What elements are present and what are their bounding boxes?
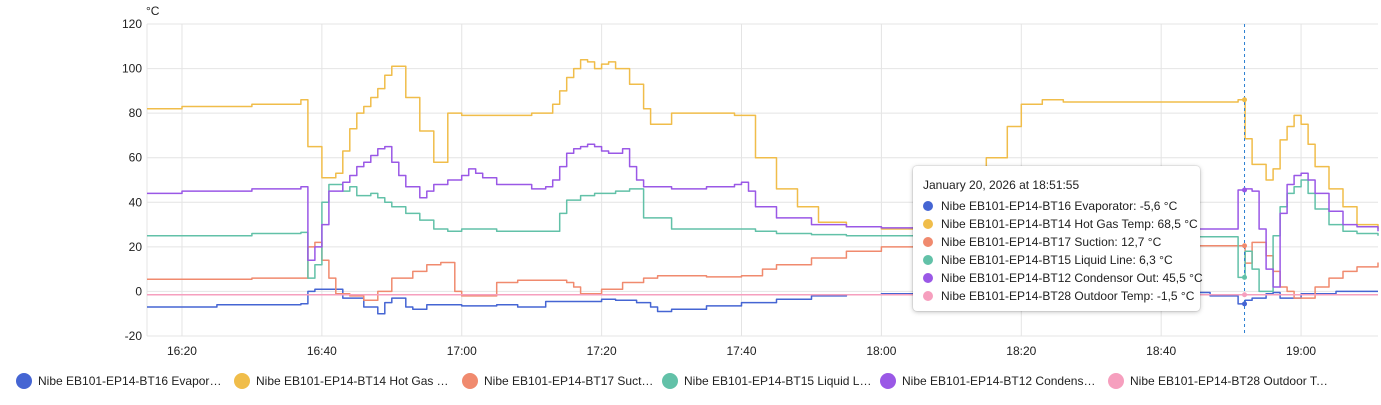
legend: Nibe EB101-EP14-BT16 Evaporator Nibe EB1… <box>16 370 1338 392</box>
series-dot-icon <box>923 255 933 265</box>
series-line-1[interactable] <box>147 58 1379 233</box>
x-tick-label: 16:20 <box>167 344 197 358</box>
cursor-dots <box>1242 97 1248 307</box>
series-dot-icon <box>923 201 933 211</box>
cursor-dot-3 <box>1242 274 1248 280</box>
cursor-dot-4 <box>1242 187 1248 193</box>
tooltip-row-label: Nibe EB101-EP14-BT14 Hot Gas Temp: 68,5 … <box>941 217 1198 231</box>
legend-item-outdoor-temp[interactable]: Nibe EB101-EP14-BT28 Outdoor Te... <box>1108 373 1338 389</box>
legend-label: Nibe EB101-EP14-BT17 Suction <box>484 374 654 388</box>
x-tick-label: 18:00 <box>866 344 896 358</box>
tooltip-row-label: Nibe EB101-EP14-BT12 Condensor Out: 45,5… <box>941 271 1203 285</box>
legend-item-condensor-out[interactable]: Nibe EB101-EP14-BT12 Condensor... <box>880 373 1108 389</box>
series-line-3[interactable] <box>147 179 1379 293</box>
legend-label: Nibe EB101-EP14-BT15 Liquid Line <box>684 374 872 388</box>
y-tick-label: 40 <box>129 195 143 209</box>
legend-swatch-icon <box>662 373 678 389</box>
tooltip-row-outdoor-temp: Nibe EB101-EP14-BT28 Outdoor Temp: -1,5 … <box>923 287 1194 305</box>
axes: -20 0 20 40 60 80 100 120 16:20 16:40 17:00 17:20 17… <box>122 17 1316 358</box>
tooltip-row-liquid-line: Nibe EB101-EP14-BT15 Liquid Line: 6,3 °C <box>923 251 1190 269</box>
legend-item-suction[interactable]: Nibe EB101-EP14-BT17 Suction <box>462 373 662 389</box>
line-chart: -20 0 20 40 60 80 100 120 16:20 16:40 17:00 17:20 17… <box>122 4 1379 358</box>
legend-swatch-icon <box>1108 373 1124 389</box>
y-tick-label: 120 <box>122 17 142 31</box>
legend-swatch-icon <box>462 373 478 389</box>
legend-item-hot-gas[interactable]: Nibe EB101-EP14-BT14 Hot Gas Te... <box>234 373 462 389</box>
tooltip-row-condensor-out: Nibe EB101-EP14-BT12 Condensor Out: 45,5… <box>923 269 1203 287</box>
x-tick-label: 17:00 <box>447 344 477 358</box>
y-axis-unit: °C <box>146 4 160 18</box>
tooltip-row-evaporator: Nibe EB101-EP14-BT16 Evaporator: -5,6 °C <box>923 197 1190 215</box>
cursor-dot-1 <box>1242 97 1248 103</box>
y-tick-label: 80 <box>129 106 143 120</box>
cursor-dot-2 <box>1242 243 1248 249</box>
series-lines[interactable] <box>147 58 1379 315</box>
y-tick-label: -20 <box>125 329 143 343</box>
tooltip-row-label: Nibe EB101-EP14-BT15 Liquid Line: 6,3 °C <box>941 253 1173 267</box>
tooltip-title: January 20, 2026 at 18:51:55 <box>923 178 1080 192</box>
cursor-dot-0 <box>1242 301 1248 307</box>
y-tick-label: 20 <box>129 240 143 254</box>
tooltip-row-label: Nibe EB101-EP14-BT17 Suction: 12,7 °C <box>941 235 1162 249</box>
tooltip-row-suction: Nibe EB101-EP14-BT17 Suction: 12,7 °C <box>923 233 1190 251</box>
series-dot-icon <box>923 219 933 229</box>
series-line-2[interactable] <box>147 241 1379 302</box>
series-dot-icon <box>923 273 933 283</box>
legend-label: Nibe EB101-EP14-BT12 Condensor... <box>902 374 1100 388</box>
tooltip-row-hot-gas: Nibe EB101-EP14-BT14 Hot Gas Temp: 68,5 … <box>923 215 1198 233</box>
x-tick-label: 17:40 <box>727 344 757 358</box>
legend-label: Nibe EB101-EP14-BT16 Evaporator <box>38 374 226 388</box>
x-tick-label: 19:00 <box>1286 344 1316 358</box>
series-dot-icon <box>923 237 933 247</box>
legend-item-evaporator[interactable]: Nibe EB101-EP14-BT16 Evaporator <box>16 373 234 389</box>
series-dot-icon <box>923 291 933 301</box>
legend-label: Nibe EB101-EP14-BT28 Outdoor Te... <box>1130 374 1330 388</box>
cursor-dot-5 <box>1242 292 1248 298</box>
x-tick-label: 17:20 <box>587 344 617 358</box>
tooltip: January 20, 2026 at 18:51:55 Nibe EB101-… <box>913 166 1203 311</box>
legend-swatch-icon <box>234 373 250 389</box>
legend-item-liquid-line[interactable]: Nibe EB101-EP14-BT15 Liquid Line <box>662 373 880 389</box>
legend-swatch-icon <box>16 373 32 389</box>
y-tick-label: 60 <box>129 151 143 165</box>
x-tick-label: 18:20 <box>1006 344 1036 358</box>
y-tick-label: 100 <box>122 62 142 76</box>
tooltip-row-label: Nibe EB101-EP14-BT28 Outdoor Temp: -1,5 … <box>941 289 1195 303</box>
tooltip-row-label: Nibe EB101-EP14-BT16 Evaporator: -5,6 °C <box>941 199 1178 213</box>
legend-swatch-icon <box>880 373 896 389</box>
legend-label: Nibe EB101-EP14-BT14 Hot Gas Te... <box>256 374 454 388</box>
series-line-0[interactable] <box>147 288 1378 315</box>
x-tick-label: 18:40 <box>1146 344 1176 358</box>
series-line-4[interactable] <box>147 143 1379 288</box>
y-tick-label: 0 <box>135 284 142 298</box>
x-tick-label: 16:40 <box>307 344 337 358</box>
